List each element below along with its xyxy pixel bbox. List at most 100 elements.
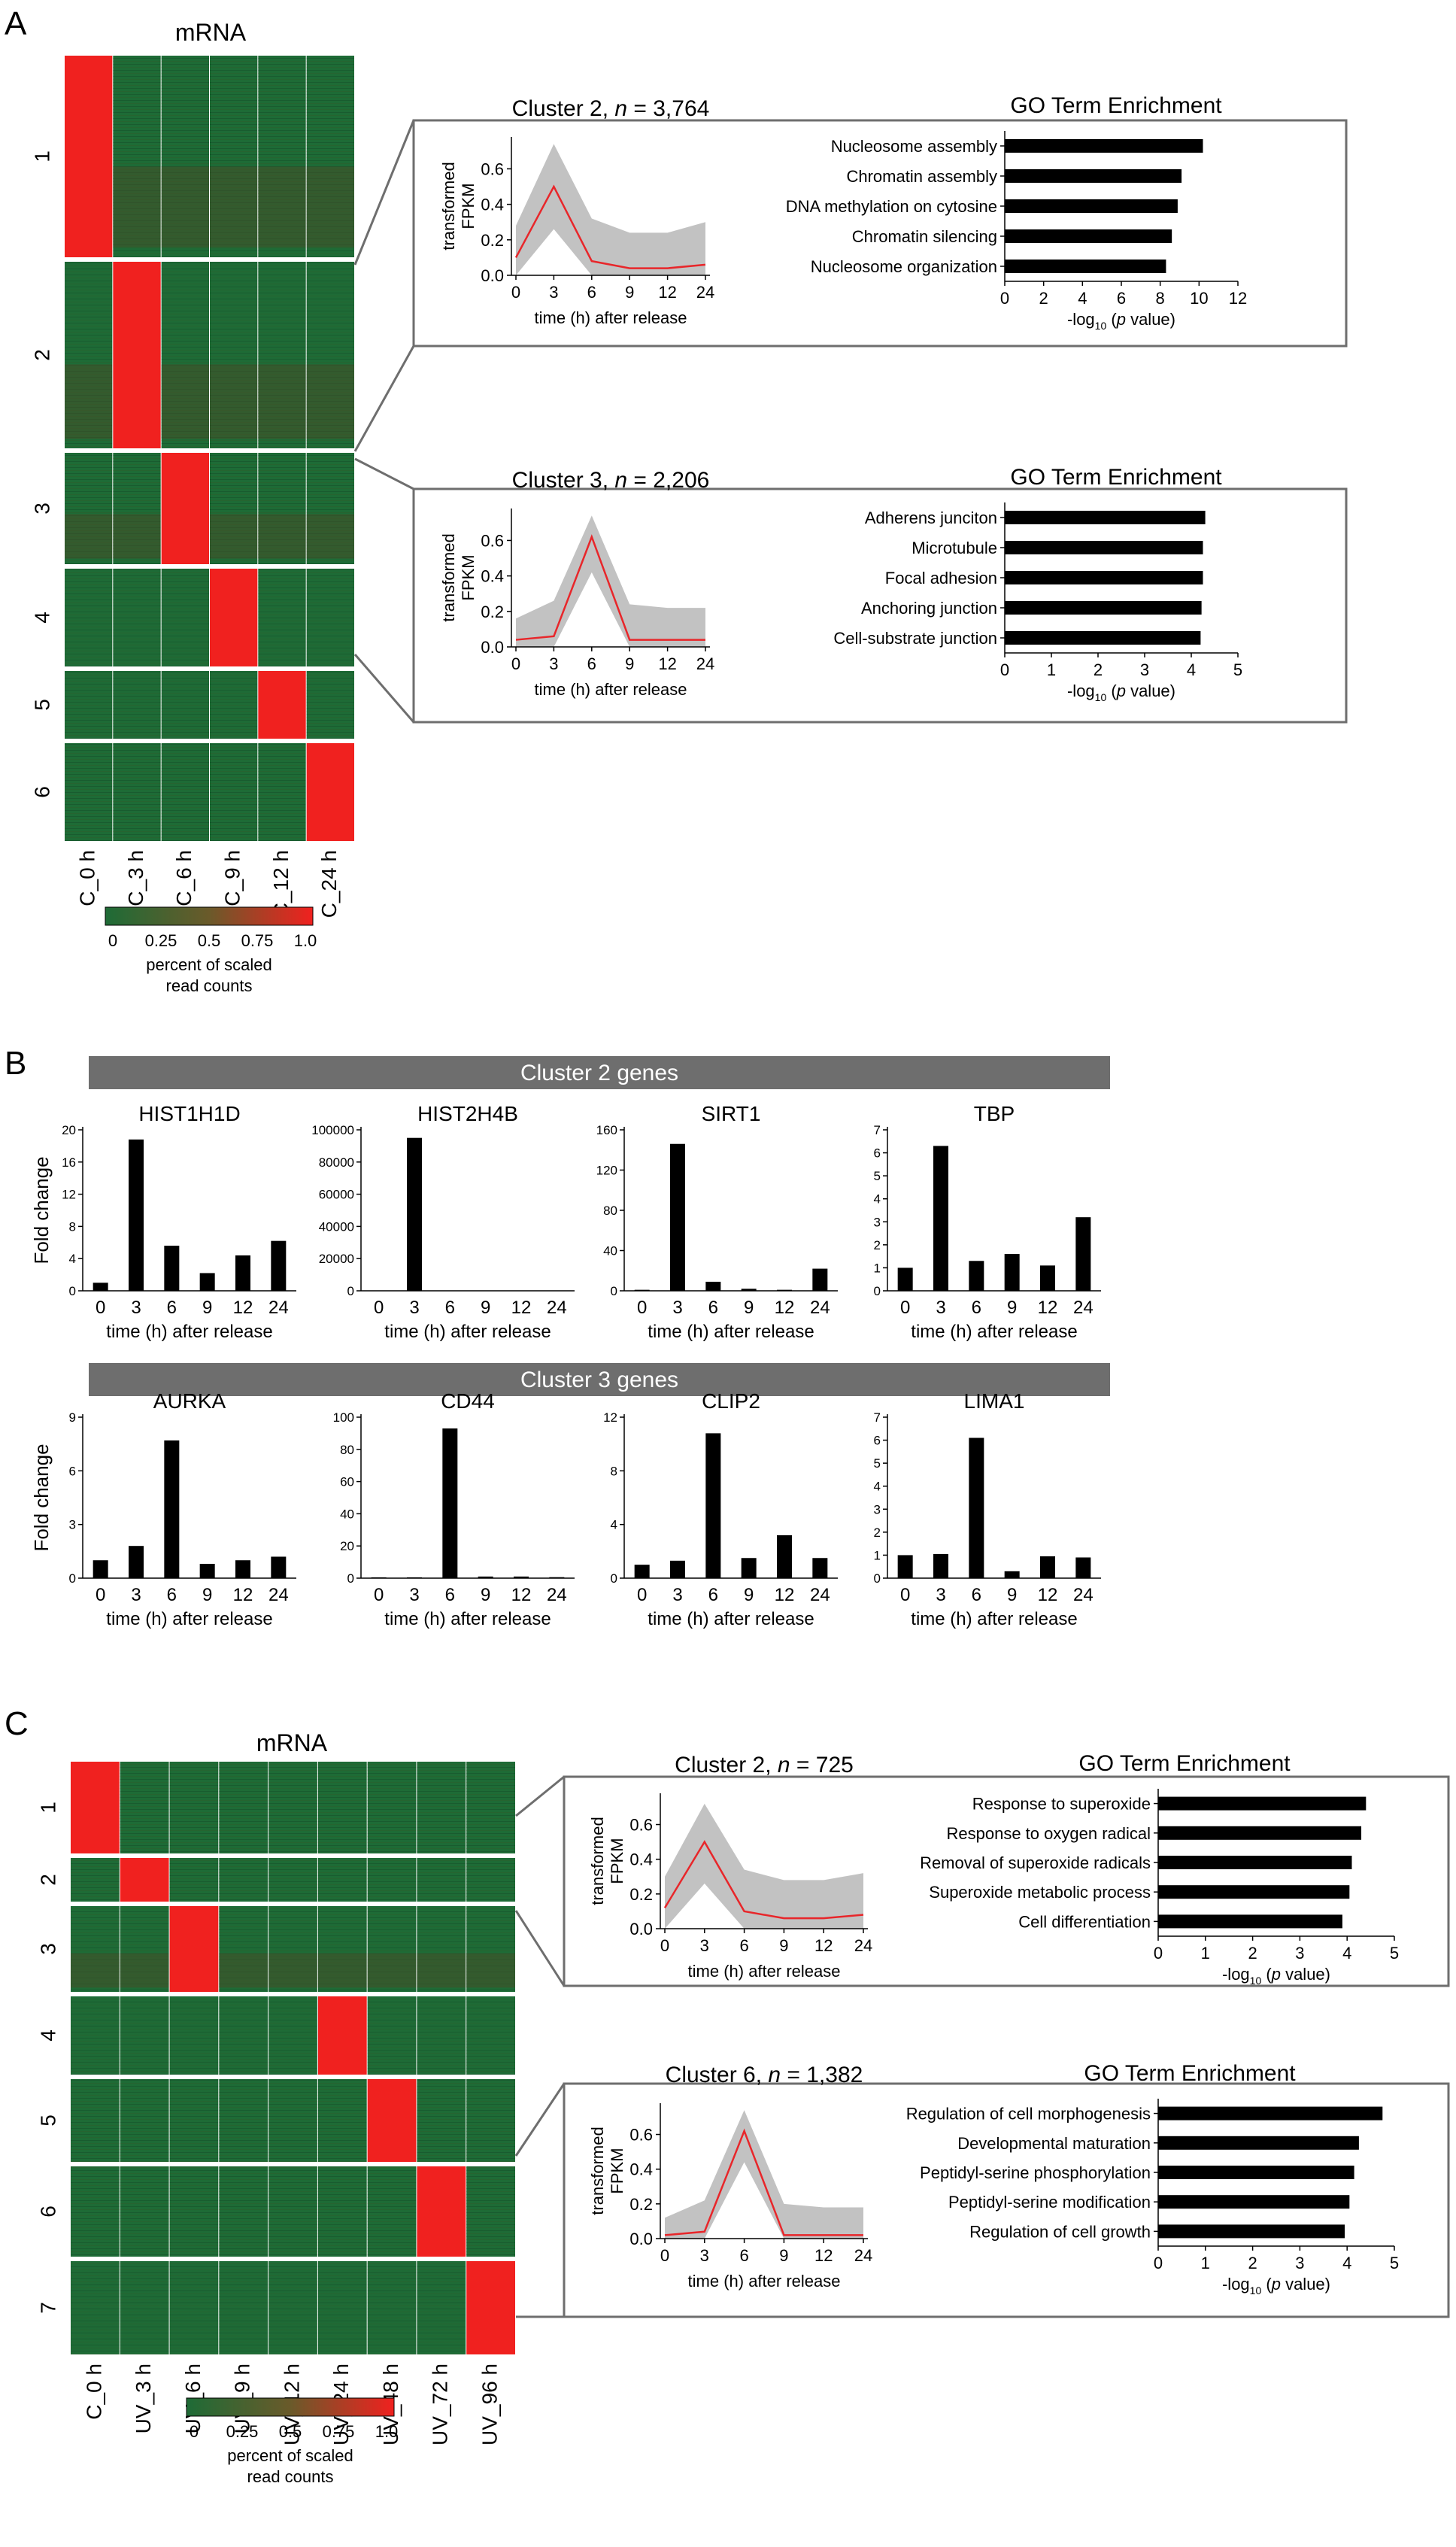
- profile-y-label: FPKM: [608, 2148, 626, 2193]
- gene-bar-x-tick-label: 9: [481, 1585, 490, 1605]
- go-title: GO Term Enrichment: [1010, 93, 1222, 118]
- legend-tick-label: 0.5: [279, 2422, 302, 2441]
- profile-y-tick-label: 0.0: [629, 1920, 653, 1938]
- heatmap-cell: [306, 743, 355, 841]
- gene-bar-x-tick-label: 0: [96, 1298, 105, 1318]
- profile-title-count: = 3,764: [627, 96, 709, 121]
- heatmap-cell-shade: [113, 514, 162, 559]
- gene-bar-x-tick-label: 12: [1038, 1298, 1058, 1318]
- heatmap-gap: [71, 2162, 516, 2166]
- go-title: GO Term Enrichment: [1010, 465, 1222, 490]
- go-x-tick-label: 3: [1140, 660, 1149, 679]
- panel-letter-b: B: [5, 1045, 26, 1082]
- gene-bar-y-tick-label: 80000: [319, 1155, 354, 1170]
- gene-bar-y-tick-label: 9: [69, 1410, 76, 1425]
- profile-y-tick-label: 0.4: [629, 2160, 653, 2179]
- heatmap-gap: [71, 2257, 516, 2261]
- go-title: GO Term Enrichment: [1078, 1751, 1291, 1776]
- heatmap-cell-shade: [65, 514, 114, 559]
- heatmap-cluster-label: 3: [30, 502, 53, 515]
- heatmap-cell-shade: [306, 514, 355, 559]
- go-x-label: -log10 (p value): [1222, 1965, 1330, 1987]
- gene-bar: [897, 1267, 913, 1291]
- gene-bar-x-tick-label: 12: [233, 1298, 253, 1318]
- profile-title-n: n: [778, 1753, 790, 1777]
- profile-title-count: = 725: [790, 1753, 854, 1777]
- heatmap-cell: [71, 1762, 120, 1853]
- gene-bar-x-label: time (h) after release: [911, 1609, 1077, 1629]
- heatmap-cell-texture: [161, 569, 210, 666]
- go-x-label-part: -log: [1067, 682, 1095, 700]
- gene-bar-y-tick-label: 0: [611, 1284, 617, 1298]
- heatmap-cell-shade: [268, 1953, 318, 1988]
- go-bar: [1158, 1796, 1367, 1811]
- go-category-label: Superoxide metabolic process: [929, 1883, 1151, 1902]
- gene-bar: [969, 1261, 984, 1291]
- heatmap-cell-texture: [113, 453, 162, 564]
- gene-bar-y-tick-label: 2: [874, 1238, 881, 1252]
- gene-bar: [705, 1281, 721, 1291]
- gene-bar: [478, 1576, 493, 1578]
- profile-mean-line: [514, 184, 706, 269]
- heatmap-cell-texture: [317, 2166, 368, 2257]
- legend-gradient-bar: [186, 2397, 395, 2417]
- profile-title-count: = 1,382: [781, 2063, 863, 2087]
- go-x-tick-label: 0: [1154, 2254, 1163, 2272]
- heatmap-cell-shade: [219, 1953, 269, 1988]
- gene-bar: [93, 1283, 108, 1291]
- go-x-tick-label: 10: [1190, 289, 1208, 308]
- heatmap-cell-shade: [258, 514, 307, 559]
- heatmap-cell-texture: [317, 2261, 368, 2354]
- gene-bar-y-tick-label: 0: [69, 1571, 76, 1586]
- profile-y-tick-label: 0.6: [481, 531, 504, 550]
- heatmap-cell-texture: [65, 262, 114, 448]
- gene-bar-y-tick-label: 20: [340, 1539, 354, 1553]
- gene-bar-y-tick-label: 16: [62, 1155, 76, 1170]
- gene-bar-x-tick-label: 0: [96, 1585, 105, 1605]
- go-x-label-part: 10: [1250, 2284, 1262, 2297]
- heatmap-cluster-label: 4: [30, 612, 53, 624]
- heatmap-cell-texture: [417, 1762, 467, 1853]
- gene-bar: [1040, 1265, 1055, 1291]
- heatmap-cell-shade: [161, 364, 210, 439]
- heatmap-a: 1 2 3 4 5 6 C_0 h C_3 h C_6 h C_9 h C_12 h C_24 h: [30, 56, 356, 918]
- gene-bar-chart: HIST1H1D 0 3 6 9 12 24 0 4 8 12 16 20 time (h) after …: [30, 1102, 296, 1342]
- gene-bar-x-tick-label: 6: [167, 1298, 177, 1318]
- gene-bar-y-tick-label: 12: [603, 1410, 617, 1425]
- cluster2-genes-label: Cluster 2 genes: [520, 1061, 678, 1085]
- heatmap-cell-texture: [113, 743, 162, 841]
- profile-title-text: Cluster 2,: [512, 96, 615, 121]
- profile-mean-line: [664, 2128, 863, 2236]
- gene-bar-x-tick-label: 24: [268, 1585, 289, 1605]
- gene-bar-title: HIST2H4B: [417, 1102, 518, 1125]
- go-category-label: Nucleosome assembly: [831, 137, 997, 156]
- legend-tick-label: 1.0: [294, 931, 317, 950]
- gene-bar-x-tick-label: 0: [637, 1585, 647, 1605]
- heatmap-cluster-label: 2: [30, 349, 53, 361]
- gene-bar: [235, 1255, 250, 1291]
- heatmap-column-label: C_24 h: [317, 850, 341, 918]
- heatmap-c-title: mRNA: [256, 1729, 328, 1756]
- heatmap-cell-texture: [161, 262, 210, 448]
- profile-x-tick-label: 9: [625, 654, 634, 673]
- profile-x-tick-label: 12: [814, 1936, 833, 1955]
- gene-bar-x-tick-label: 9: [202, 1298, 212, 1318]
- go-category-label: Regulation of cell morphogenesis: [906, 2105, 1151, 2124]
- gene-bar-x-tick-label: 3: [672, 1298, 682, 1318]
- heatmap-cell: [65, 56, 114, 257]
- profile-mean-line: [663, 1840, 864, 1920]
- gene-bar-y-tick-label: 40000: [319, 1219, 354, 1234]
- go-x-tick-label: 2: [1248, 1944, 1257, 1963]
- gene-bar: [199, 1563, 215, 1578]
- gene-bar-x-tick-label: 24: [547, 1298, 567, 1318]
- gene-bar-x-tick-label: 0: [637, 1298, 647, 1318]
- heatmap-cell-texture: [71, 1906, 120, 1992]
- heatmap-cell-texture: [169, 1762, 220, 1853]
- go-x-label: -log10 (p value): [1222, 2275, 1330, 2297]
- go-x-tick-label: 5: [1233, 660, 1242, 679]
- go-bar: [1005, 139, 1203, 153]
- cluster3-genes-banner: [89, 1363, 1110, 1396]
- profile-title-n: n: [614, 468, 627, 493]
- go-x-label-part: 10: [1095, 691, 1107, 703]
